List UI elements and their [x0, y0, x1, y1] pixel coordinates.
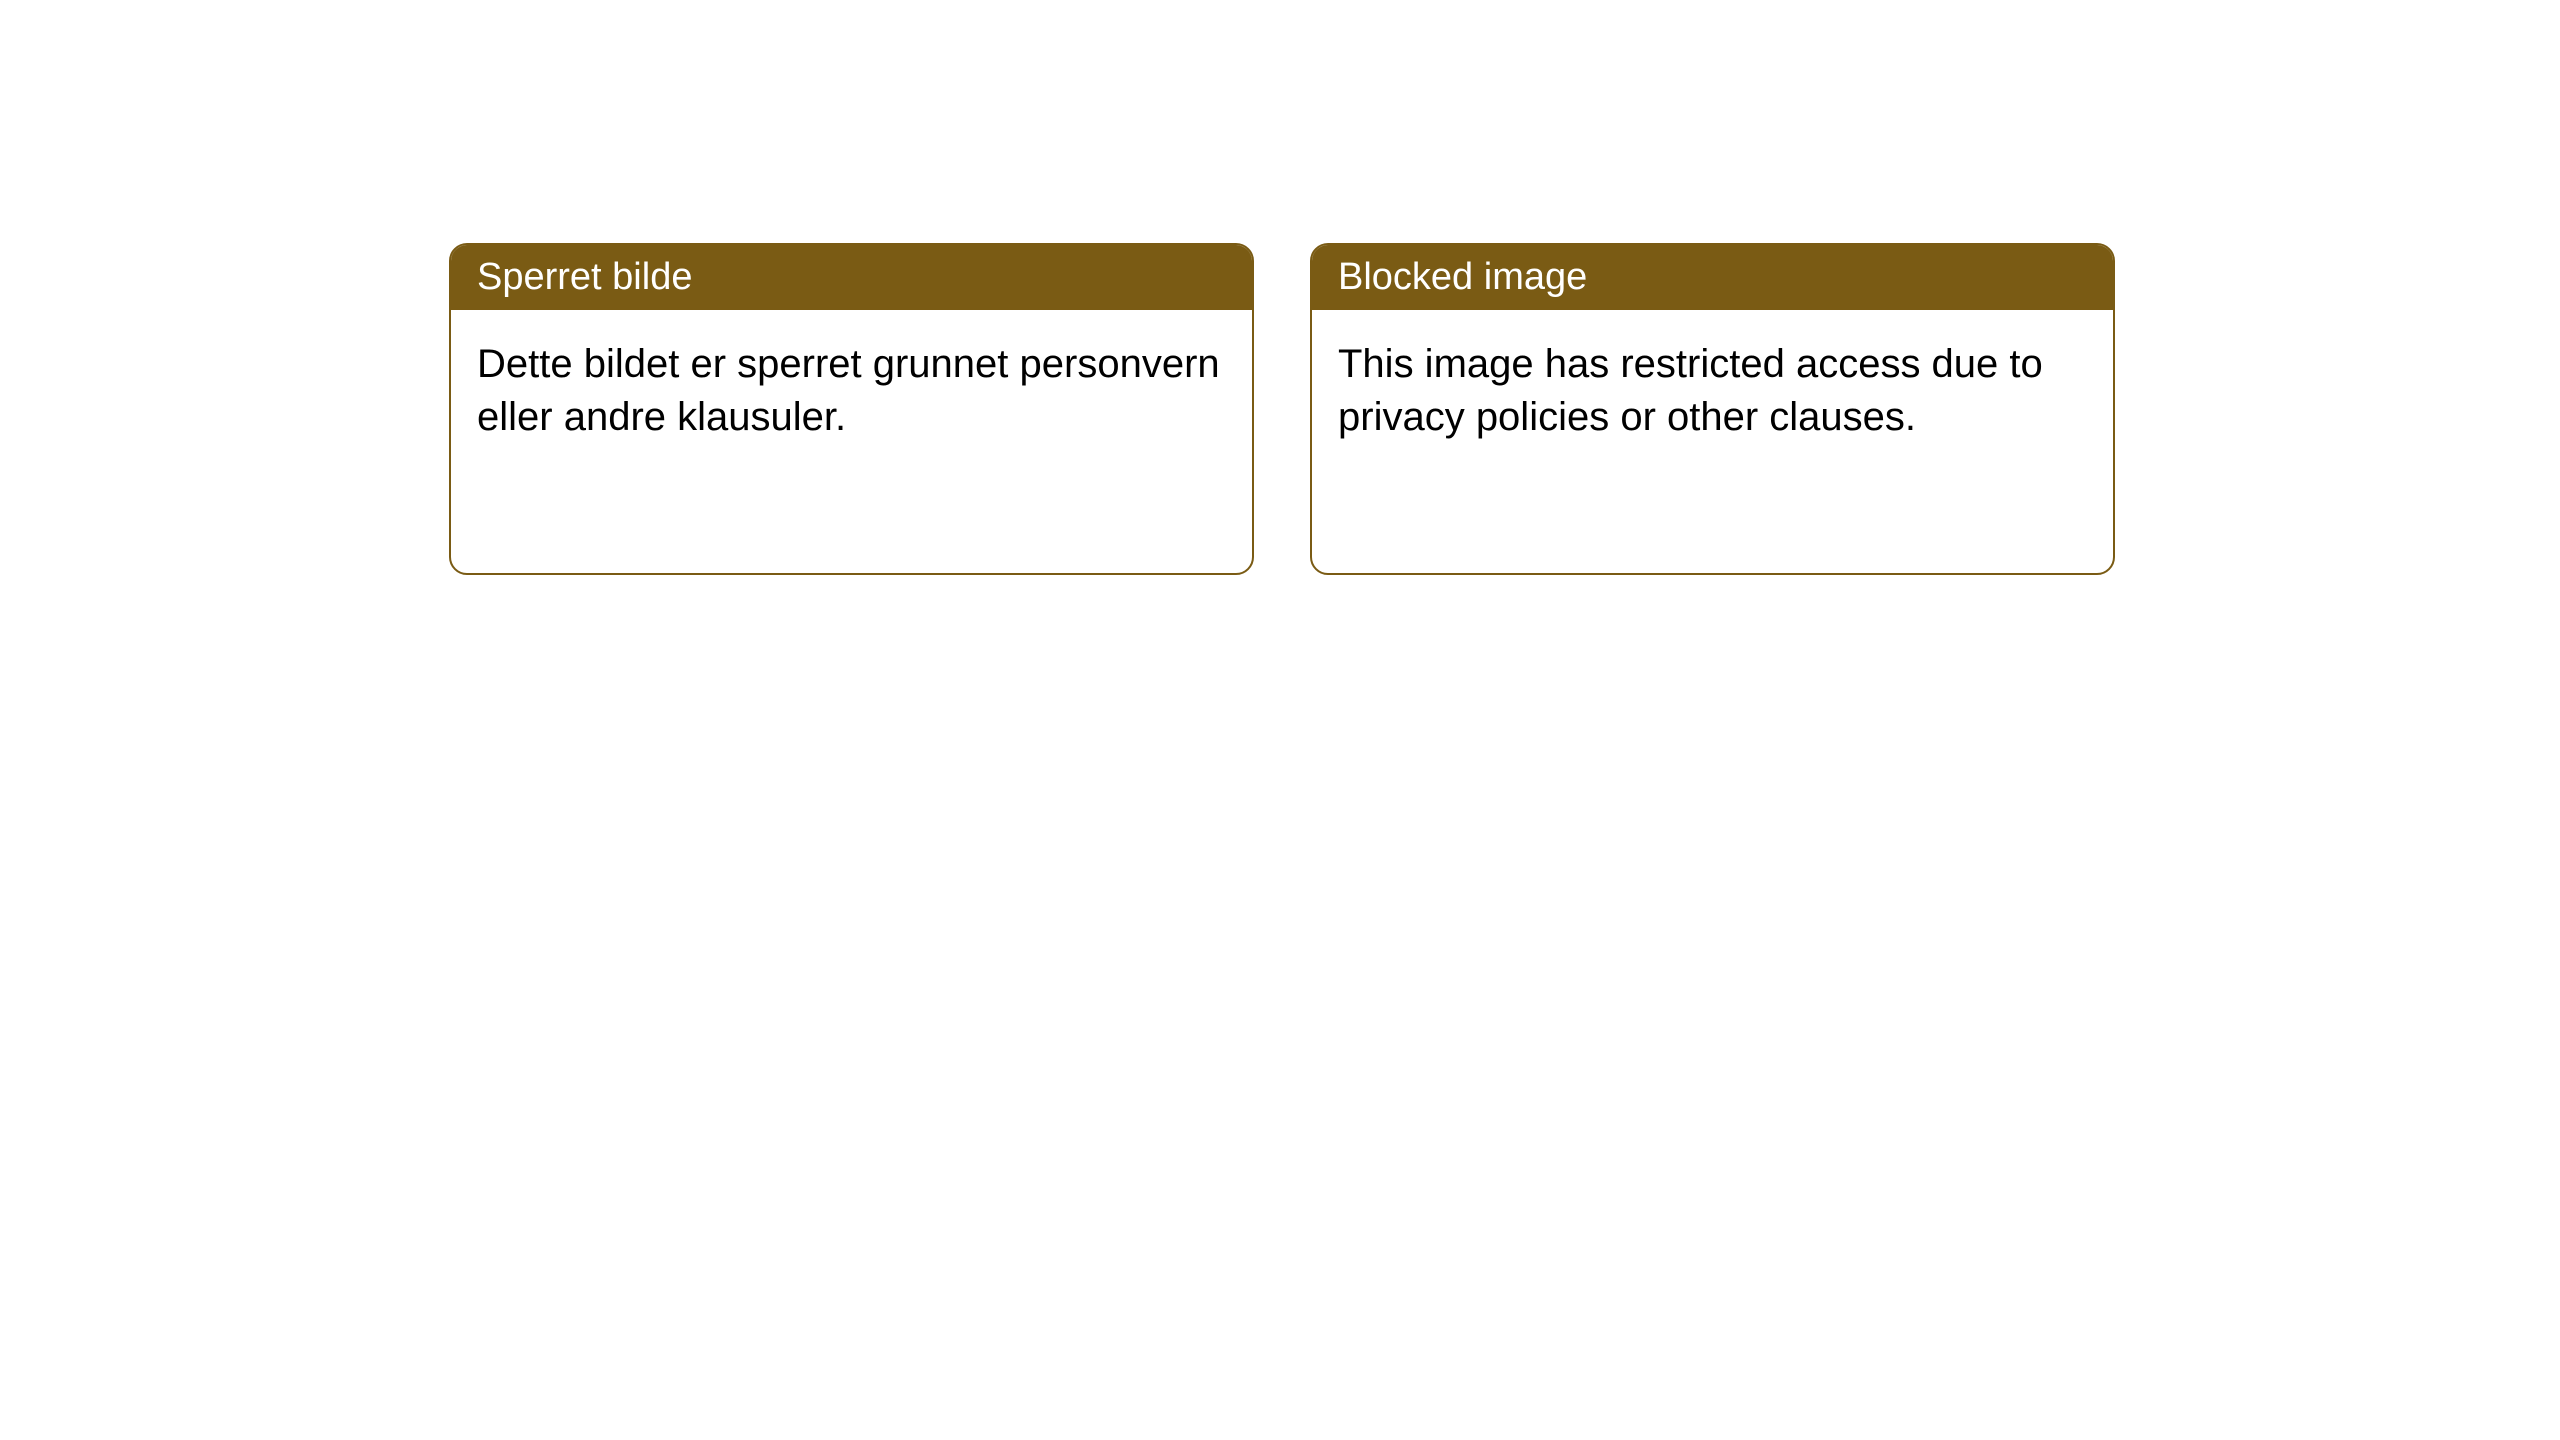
notice-body: This image has restricted access due to … — [1312, 310, 2113, 472]
notice-box-norwegian: Sperret bilde Dette bildet er sperret gr… — [449, 243, 1254, 575]
notices-container: Sperret bilde Dette bildet er sperret gr… — [0, 0, 2560, 575]
notice-body-text: This image has restricted access due to … — [1338, 342, 2043, 439]
notice-header: Blocked image — [1312, 245, 2113, 310]
notice-body: Dette bildet er sperret grunnet personve… — [451, 310, 1252, 472]
notice-header: Sperret bilde — [451, 245, 1252, 310]
notice-body-text: Dette bildet er sperret grunnet personve… — [477, 342, 1220, 439]
notice-box-english: Blocked image This image has restricted … — [1310, 243, 2115, 575]
notice-title: Blocked image — [1338, 256, 1587, 298]
notice-title: Sperret bilde — [477, 256, 692, 298]
